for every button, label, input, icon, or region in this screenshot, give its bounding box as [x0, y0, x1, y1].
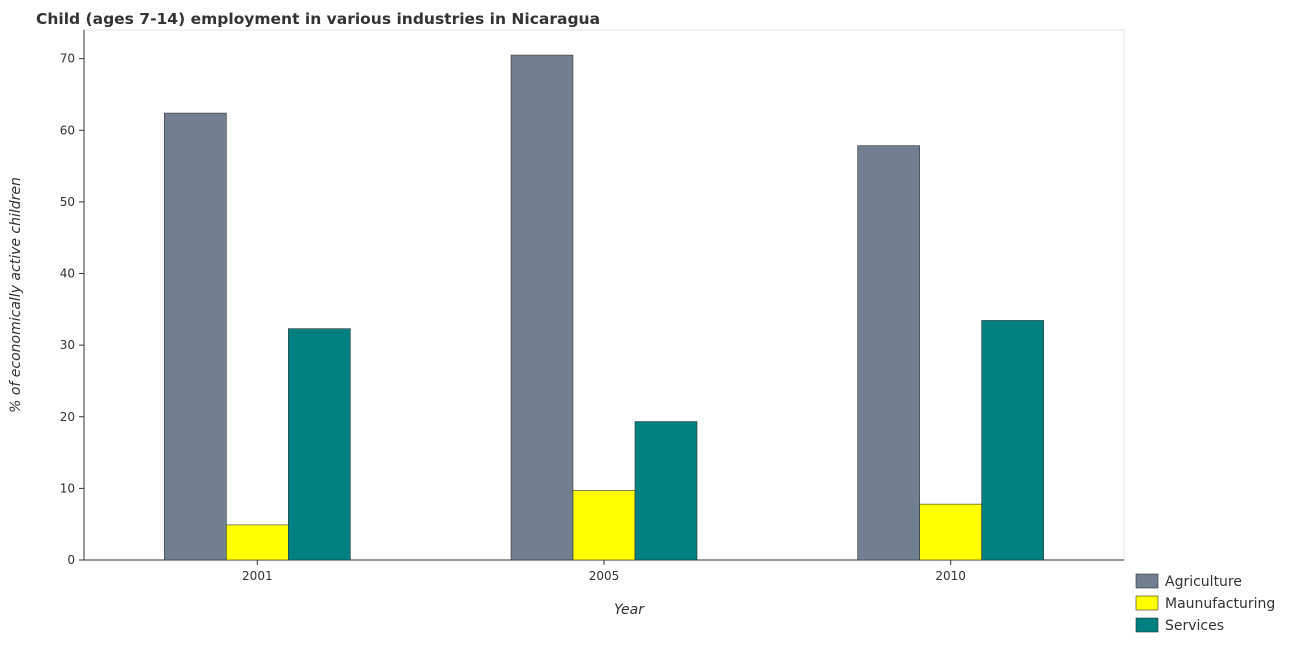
- bar-agriculture-2005: [510, 54, 574, 561]
- y-tick-label: 10: [60, 481, 75, 495]
- bar-maunufacturing-2001: [226, 524, 289, 561]
- y-tick-label: 0: [67, 553, 75, 567]
- legend-swatch: [1135, 617, 1159, 633]
- x-axis-label: Year: [614, 602, 645, 618]
- y-axis-label: % of economically active children: [8, 177, 24, 413]
- plot-area: [83, 29, 1125, 561]
- bar-services-2010: [981, 320, 1044, 561]
- y-tick-label: 60: [60, 123, 75, 137]
- y-tick-label: 50: [60, 195, 75, 209]
- legend-swatch: [1135, 595, 1159, 611]
- bar-services-2005: [634, 421, 698, 561]
- legend: Agriculture Maunufacturing Services: [1135, 573, 1275, 634]
- chart-title: Child (ages 7-14) employment in various …: [36, 10, 600, 28]
- x-tick-label: 2001: [242, 569, 273, 583]
- y-tick-label: 40: [60, 267, 75, 281]
- y-axis: 0 10 20 30 40 50 60 70: [60, 30, 85, 567]
- legend-label: Agriculture: [1165, 574, 1242, 590]
- y-tick-label: 20: [60, 410, 75, 424]
- y-tick-label: 70: [60, 52, 75, 66]
- bar-maunufacturing-2010: [919, 503, 982, 561]
- legend-swatch: [1135, 573, 1159, 589]
- x-axis: 2001 2005 2010: [84, 559, 1124, 583]
- y-tick-label: 30: [60, 338, 75, 352]
- x-tick-label: 2010: [935, 569, 966, 583]
- legend-label: Services: [1165, 618, 1224, 634]
- legend-label: Maunufacturing: [1165, 596, 1275, 612]
- bar-services-2001: [288, 328, 351, 561]
- bar-agriculture-2010: [857, 145, 920, 561]
- bar-maunufacturing-2005: [572, 490, 636, 561]
- bars: [164, 54, 1044, 561]
- x-tick-label: 2005: [589, 569, 620, 583]
- bar-agriculture-2001: [164, 112, 227, 561]
